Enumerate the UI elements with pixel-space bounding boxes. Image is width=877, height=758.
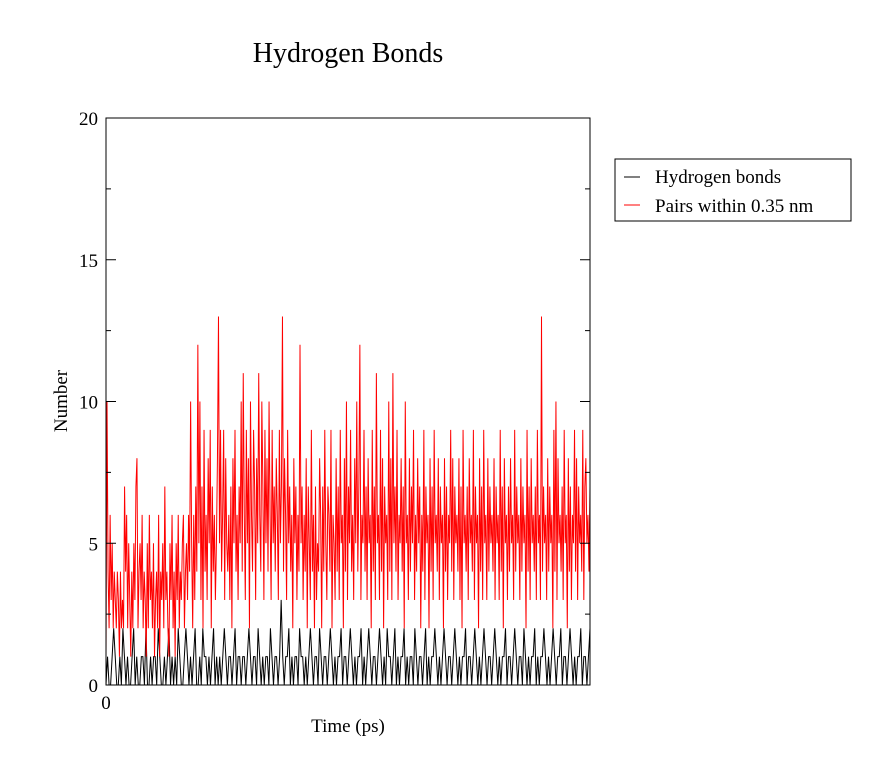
legend-box (614, 158, 852, 222)
series-line-1 (105, 316, 591, 657)
y-tick-label: 0 (89, 676, 99, 697)
chart-title: Hydrogen Bonds (253, 38, 444, 69)
legend: Hydrogen bonds Pairs within 0.35 nm (614, 158, 852, 222)
y-tick-label: 20 (79, 109, 98, 130)
axis-layer: 0 5 10 15 20 0 (79, 109, 590, 714)
series-line-0 (105, 599, 591, 686)
y-tick-label: 5 (89, 534, 99, 555)
x-tick-label: 0 (101, 693, 111, 714)
y-axis-label: Number (51, 369, 72, 432)
y-tick-label: 10 (79, 393, 98, 414)
x-axis-label: Time (ps) (311, 716, 385, 737)
legend-label-pairs-within: Pairs within 0.35 nm (655, 196, 814, 217)
series-layer (105, 316, 591, 686)
legend-label-hydrogen-bonds: Hydrogen bonds (655, 167, 781, 188)
y-tick-label: 15 (79, 251, 98, 272)
